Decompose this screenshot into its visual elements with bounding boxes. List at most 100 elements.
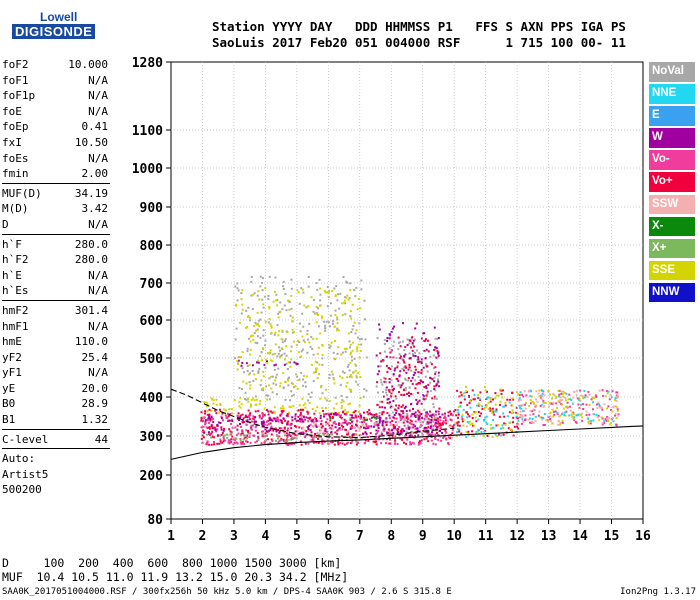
echo-point bbox=[498, 415, 501, 418]
echo-point bbox=[397, 407, 400, 410]
echo-point bbox=[427, 430, 430, 433]
echo-point bbox=[284, 434, 286, 437]
echo-point bbox=[441, 432, 444, 434]
echo-point bbox=[245, 440, 248, 443]
echo-point bbox=[406, 420, 409, 423]
echo-point bbox=[595, 413, 598, 416]
echo-point bbox=[271, 419, 274, 422]
echo-point bbox=[296, 387, 299, 390]
y-tick-label: 200 bbox=[140, 469, 164, 484]
echo-point bbox=[395, 397, 398, 400]
echo-point bbox=[403, 369, 405, 372]
echo-point bbox=[532, 408, 535, 411]
echo-point bbox=[256, 361, 258, 364]
echo-point bbox=[559, 423, 562, 426]
echo-point bbox=[394, 367, 397, 370]
echo-point bbox=[299, 330, 302, 333]
echo-point bbox=[355, 374, 358, 377]
echo-point bbox=[394, 439, 397, 442]
echo-point bbox=[246, 397, 249, 400]
echo-point bbox=[263, 407, 266, 410]
echo-point bbox=[416, 401, 419, 404]
echo-point bbox=[411, 352, 414, 355]
echo-point bbox=[394, 440, 397, 443]
echo-point bbox=[423, 431, 426, 433]
echo-point bbox=[465, 431, 468, 434]
echo-point bbox=[284, 340, 286, 343]
echo-point bbox=[402, 415, 404, 418]
echo-point bbox=[577, 413, 580, 416]
echo-point bbox=[252, 334, 255, 337]
echo-point bbox=[419, 425, 422, 428]
echo-point bbox=[305, 432, 308, 435]
echo-point bbox=[561, 419, 564, 422]
echo-point bbox=[529, 399, 532, 402]
echo-point bbox=[615, 424, 618, 427]
echo-point bbox=[281, 308, 284, 311]
echo-point bbox=[388, 402, 391, 405]
echo-point bbox=[521, 418, 524, 421]
x-tick-label: 7 bbox=[356, 529, 364, 544]
echo-point bbox=[404, 377, 407, 380]
echo-point bbox=[376, 381, 379, 384]
echo-point bbox=[586, 395, 589, 398]
echo-point bbox=[426, 390, 429, 393]
echo-point bbox=[566, 401, 569, 404]
echo-point bbox=[312, 418, 315, 421]
echo-point bbox=[372, 440, 375, 443]
legend-entry: Vo- bbox=[649, 150, 695, 170]
echo-point bbox=[263, 363, 266, 366]
echo-point bbox=[328, 421, 330, 424]
echo-point bbox=[208, 432, 211, 435]
echo-point bbox=[420, 337, 423, 340]
echo-point bbox=[333, 382, 336, 385]
echo-point bbox=[327, 295, 330, 298]
echo-point bbox=[388, 347, 391, 350]
echo-point bbox=[518, 394, 521, 396]
echo-point bbox=[398, 341, 400, 344]
echo-point bbox=[325, 320, 328, 323]
echo-point bbox=[222, 437, 225, 440]
echo-point bbox=[478, 404, 481, 407]
echo-point bbox=[230, 438, 233, 441]
echo-point bbox=[290, 278, 293, 281]
echo-point bbox=[252, 338, 255, 341]
echo-point bbox=[231, 435, 234, 438]
echo-point bbox=[465, 390, 468, 392]
y-tick-label: 1000 bbox=[132, 162, 163, 177]
echo-point bbox=[329, 302, 332, 305]
echo-point bbox=[209, 419, 212, 422]
echo-point bbox=[324, 324, 327, 327]
echo-point bbox=[286, 423, 289, 426]
param-row: D N/A bbox=[2, 217, 110, 233]
echo-point bbox=[238, 400, 241, 403]
echo-point bbox=[272, 429, 275, 432]
echo-point bbox=[451, 436, 454, 439]
echo-point bbox=[528, 405, 531, 407]
echo-point bbox=[205, 405, 208, 408]
echo-point bbox=[346, 281, 349, 284]
echo-point bbox=[512, 416, 515, 419]
echo-point bbox=[445, 438, 448, 441]
echo-point bbox=[284, 292, 287, 295]
echo-point bbox=[288, 443, 291, 446]
x-tick-label: 13 bbox=[541, 529, 557, 544]
echo-point bbox=[500, 427, 502, 430]
y-tick-label: 1280 bbox=[132, 56, 163, 71]
echo-point bbox=[418, 411, 421, 414]
echo-point bbox=[441, 413, 444, 416]
echo-point bbox=[351, 427, 354, 430]
echo-point bbox=[551, 408, 554, 411]
echo-point bbox=[360, 343, 363, 346]
param-label: foE bbox=[2, 104, 22, 118]
echo-point bbox=[211, 398, 214, 401]
echo-point bbox=[247, 337, 250, 340]
echo-point bbox=[414, 365, 417, 368]
x-tick-label: 14 bbox=[572, 529, 588, 544]
echo-point bbox=[251, 364, 254, 367]
echo-point bbox=[563, 413, 566, 416]
echo-point bbox=[427, 383, 430, 386]
echo-point bbox=[435, 426, 438, 429]
echo-point bbox=[411, 382, 414, 385]
echo-point bbox=[582, 403, 585, 406]
